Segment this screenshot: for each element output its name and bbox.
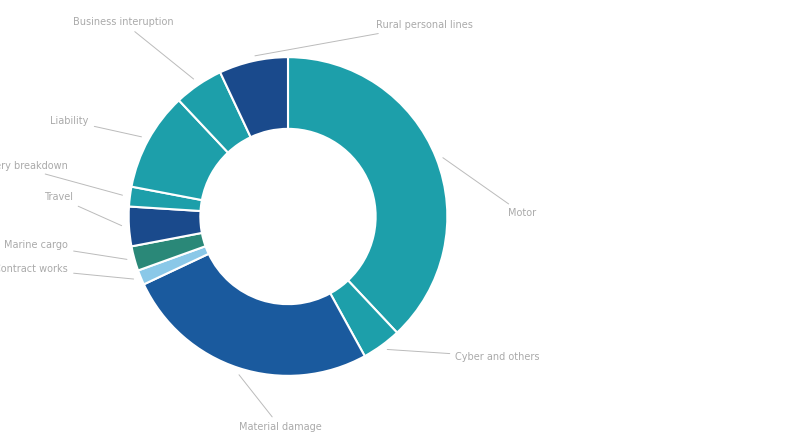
Text: Machinery breakdown: Machinery breakdown (0, 161, 122, 195)
Text: Travel: Travel (44, 192, 122, 226)
Text: Contract works: Contract works (0, 264, 134, 279)
Text: Cyber and others: Cyber and others (387, 349, 540, 362)
Text: Marine cargo: Marine cargo (4, 240, 127, 259)
Wedge shape (220, 57, 288, 137)
Wedge shape (330, 281, 397, 356)
Wedge shape (288, 57, 447, 333)
Wedge shape (179, 72, 250, 152)
Wedge shape (138, 246, 209, 284)
Wedge shape (131, 100, 228, 200)
Text: Motor: Motor (443, 158, 536, 218)
Text: Material damage: Material damage (238, 375, 322, 432)
Text: Liability: Liability (50, 116, 142, 137)
Text: Rural personal lines: Rural personal lines (255, 20, 473, 56)
Text: Business interuption: Business interuption (73, 17, 194, 79)
Wedge shape (129, 187, 202, 211)
Wedge shape (131, 233, 206, 271)
Wedge shape (144, 254, 365, 376)
Wedge shape (129, 207, 202, 246)
